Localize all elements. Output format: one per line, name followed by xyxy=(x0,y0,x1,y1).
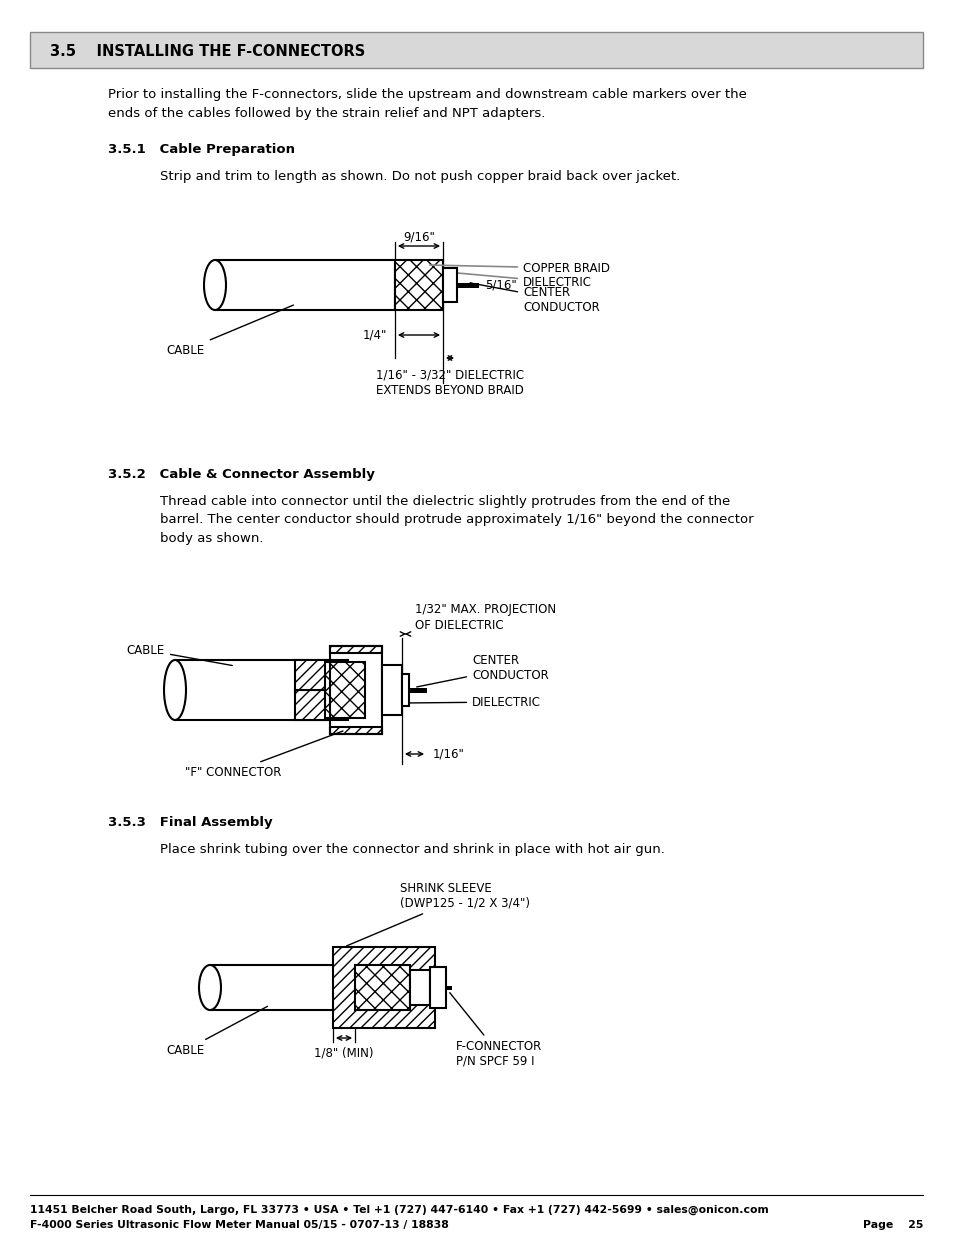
Text: DIELECTRIC: DIELECTRIC xyxy=(448,272,592,289)
Text: 3.5.2   Cable & Connector Assembly: 3.5.2 Cable & Connector Assembly xyxy=(108,468,375,480)
Text: CENTER
CONDUCTOR: CENTER CONDUCTOR xyxy=(470,283,599,314)
Bar xyxy=(410,969,430,1005)
Bar xyxy=(325,662,365,718)
Bar xyxy=(330,727,381,734)
Text: Prior to installing the F-connectors, slide the upstream and downstream cable ma: Prior to installing the F-connectors, sl… xyxy=(108,88,746,120)
Text: CABLE: CABLE xyxy=(167,305,294,357)
Ellipse shape xyxy=(199,965,221,1010)
Text: 9/16": 9/16" xyxy=(402,231,435,245)
Text: 3.5.1   Cable Preparation: 3.5.1 Cable Preparation xyxy=(108,143,294,156)
Text: Strip and trim to length as shown. Do not push copper braid back over jacket.: Strip and trim to length as shown. Do no… xyxy=(160,170,679,183)
Text: F-4000 Series Ultrasonic Flow Meter Manual 05/15 - 0707-13 / 18838: F-4000 Series Ultrasonic Flow Meter Manu… xyxy=(30,1220,448,1230)
Bar xyxy=(401,674,409,706)
Bar xyxy=(446,986,452,989)
Bar xyxy=(210,965,355,1010)
Bar xyxy=(442,268,456,303)
Text: CENTER
CONDUCTOR: CENTER CONDUCTOR xyxy=(416,655,548,687)
Bar xyxy=(214,261,395,310)
Ellipse shape xyxy=(164,659,186,720)
Text: F-CONNECTOR
P/N SPCF 59 I: F-CONNECTOR P/N SPCF 59 I xyxy=(449,993,541,1068)
Text: CABLE: CABLE xyxy=(127,643,232,666)
Text: CABLE: CABLE xyxy=(167,1007,267,1056)
Text: 11451 Belcher Road South, Largo, FL 33773 • USA • Tel +1 (727) 447-6140 • Fax +1: 11451 Belcher Road South, Largo, FL 3377… xyxy=(30,1205,768,1215)
Bar xyxy=(395,261,442,310)
Text: 1/16": 1/16" xyxy=(433,747,464,761)
Ellipse shape xyxy=(204,261,226,310)
Bar xyxy=(30,32,923,68)
Text: Page    25: Page 25 xyxy=(862,1220,923,1230)
Text: SHRINK SLEEVE
(DWP125 - 1/2 X 3/4"): SHRINK SLEEVE (DWP125 - 1/2 X 3/4") xyxy=(346,882,530,946)
Text: Place shrink tubing over the connector and shrink in place with hot air gun.: Place shrink tubing over the connector a… xyxy=(160,844,664,856)
Text: 3.5.3   Final Assembly: 3.5.3 Final Assembly xyxy=(108,816,273,829)
Text: 1/4": 1/4" xyxy=(362,329,387,342)
Text: 1/16" - 3/32" DIELECTRIC
EXTENDS BEYOND BRAID: 1/16" - 3/32" DIELECTRIC EXTENDS BEYOND … xyxy=(375,368,523,396)
Bar xyxy=(381,664,401,715)
Text: 5/16": 5/16" xyxy=(484,279,517,291)
Bar xyxy=(174,659,330,720)
Text: COPPER BRAID: COPPER BRAID xyxy=(430,262,609,274)
Bar xyxy=(409,688,427,693)
Bar xyxy=(330,646,381,653)
Text: 1/32" MAX. PROJECTION
OF DIELECTRIC: 1/32" MAX. PROJECTION OF DIELECTRIC xyxy=(415,603,556,632)
Text: 3.5    INSTALLING THE F-CONNECTORS: 3.5 INSTALLING THE F-CONNECTORS xyxy=(50,43,365,58)
Bar xyxy=(456,283,478,288)
Text: DIELECTRIC: DIELECTRIC xyxy=(406,695,540,709)
Text: Thread cable into connector until the dielectric slightly protrudes from the end: Thread cable into connector until the di… xyxy=(160,495,753,545)
Bar xyxy=(330,646,381,734)
Bar xyxy=(333,947,435,1028)
Text: 1/8" (MIN): 1/8" (MIN) xyxy=(314,1046,374,1058)
Bar xyxy=(355,965,410,1010)
Bar xyxy=(294,659,348,690)
Text: "F" CONNECTOR: "F" CONNECTOR xyxy=(185,731,343,778)
Bar xyxy=(294,690,348,720)
Bar xyxy=(430,967,446,1008)
